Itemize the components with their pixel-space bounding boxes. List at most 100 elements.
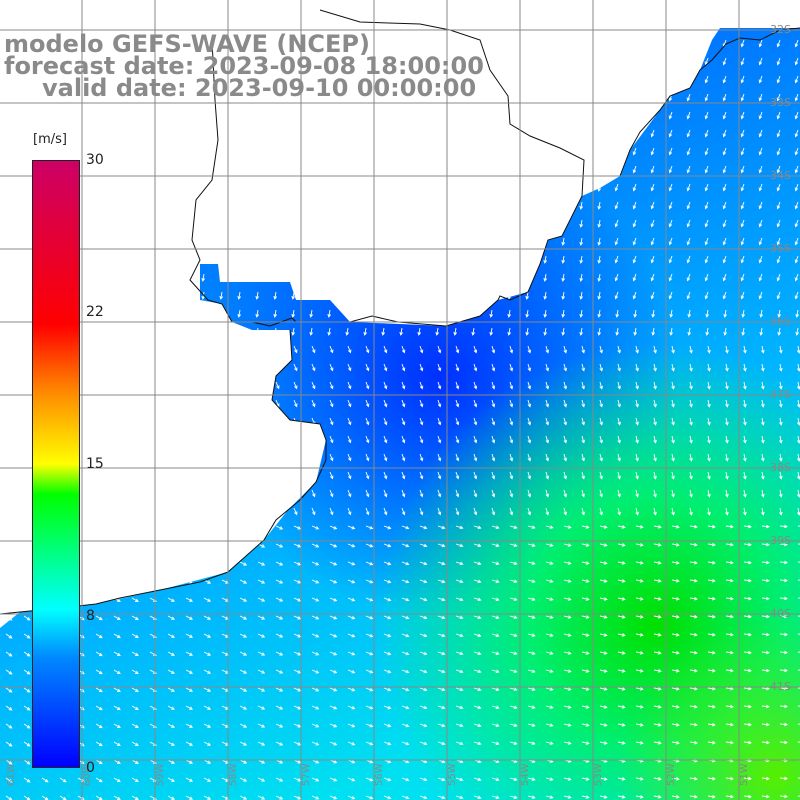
wind-arrow [113, 363, 118, 372]
wind-arrow [527, 471, 532, 480]
wind-arrow [257, 615, 266, 620]
wind-arrow [776, 273, 781, 282]
wind-arrow [545, 399, 550, 408]
wind-arrow [455, 597, 464, 602]
wind-arrow [165, 327, 170, 336]
wind-arrow [383, 705, 392, 710]
wind-arrow [650, 75, 655, 84]
wind-arrow [347, 435, 352, 444]
wind-arrow [419, 435, 424, 444]
wind-arrow [743, 632, 752, 637]
wind-arrow [149, 435, 154, 444]
wind-arrow [581, 345, 585, 354]
wind-arrow [419, 453, 424, 462]
wind-arrow [635, 561, 644, 565]
wind-arrow [437, 435, 442, 444]
wind-arrow [668, 291, 673, 300]
wind-arrow [383, 741, 392, 746]
wind-arrow [650, 183, 655, 192]
wind-arrow [671, 596, 680, 601]
wind-arrow [689, 524, 698, 529]
wind-arrow [201, 255, 206, 264]
wind-arrow [471, 147, 476, 156]
wind-arrow [776, 129, 781, 138]
wind-arrow [3, 291, 8, 300]
wind-arrow [219, 129, 224, 138]
wind-arrow [365, 777, 374, 782]
wind-arrow [743, 686, 752, 691]
wind-arrow [327, 219, 332, 228]
wind-arrow [635, 633, 644, 637]
wind-arrow [239, 777, 248, 782]
wind-arrow [95, 543, 103, 549]
wind-arrow [563, 435, 568, 444]
wind-arrow [381, 237, 386, 246]
wind-arrow [563, 381, 568, 390]
wind-arrow [725, 560, 734, 565]
wind-arrow [689, 722, 698, 727]
wind-arrow [381, 147, 386, 156]
colorbar-tick-8: 8 [86, 608, 95, 624]
wind-arrow [5, 345, 10, 353]
wind-arrow [237, 165, 242, 174]
wind-arrow [419, 651, 428, 656]
wind-arrow [237, 183, 242, 192]
wind-arrow [401, 597, 410, 602]
wind-arrow [329, 417, 334, 426]
wind-arrow [543, 327, 548, 336]
wind-arrow [419, 741, 428, 746]
wind-arrow [779, 363, 783, 372]
wind-arrow [273, 237, 278, 246]
wind-arrow [365, 453, 370, 462]
wind-arrow [707, 668, 716, 673]
wind-arrow [23, 597, 31, 603]
wind-arrow [489, 111, 494, 120]
wind-arrow [561, 75, 566, 84]
wind-arrow [545, 687, 554, 691]
wind-arrow [686, 111, 691, 120]
wind-arrow [275, 489, 280, 498]
wind-arrow [758, 183, 763, 192]
wind-arrow [23, 471, 28, 479]
wind-arrow [273, 219, 278, 228]
wind-arrow [293, 615, 302, 620]
wind-arrow [581, 489, 585, 498]
wind-arrow [725, 704, 734, 709]
wind-arrow [167, 579, 175, 584]
wind-arrow [95, 489, 100, 498]
wind-arrow [273, 291, 278, 300]
wind-arrow [686, 237, 691, 246]
wind-arrow [363, 291, 368, 300]
wind-arrow [471, 165, 476, 174]
wind-arrow [563, 561, 572, 565]
wind-arrow [527, 507, 532, 516]
wind-arrow [93, 201, 98, 210]
wind-arrow [455, 507, 460, 516]
wind-arrow [707, 363, 711, 372]
wind-arrow [291, 309, 296, 318]
wind-arrow [743, 345, 747, 354]
wind-arrow [543, 183, 548, 192]
wind-arrow [165, 111, 170, 120]
wind-arrow [743, 435, 747, 444]
wind-arrow [329, 705, 338, 710]
wind-arrow [417, 327, 422, 336]
wind-arrow [129, 273, 134, 282]
wind-arrow [381, 183, 386, 192]
wind-arrow [617, 741, 626, 745]
wind-arrow [3, 183, 8, 192]
wind-arrow [653, 417, 657, 426]
forecast-date: forecast date: 2023-09-08 18:00:00 [4, 52, 484, 80]
wind-arrow [761, 578, 770, 583]
wind-arrow [167, 399, 172, 408]
wind-arrow [563, 615, 572, 619]
wind-arrow [473, 471, 478, 480]
wind-arrow [113, 543, 121, 549]
wind-arrow [561, 273, 566, 282]
wind-arrow [167, 669, 175, 674]
wind-arrow [345, 309, 350, 318]
wind-arrow [527, 579, 536, 583]
wind-arrow [617, 417, 621, 426]
wind-arrow [5, 669, 13, 675]
